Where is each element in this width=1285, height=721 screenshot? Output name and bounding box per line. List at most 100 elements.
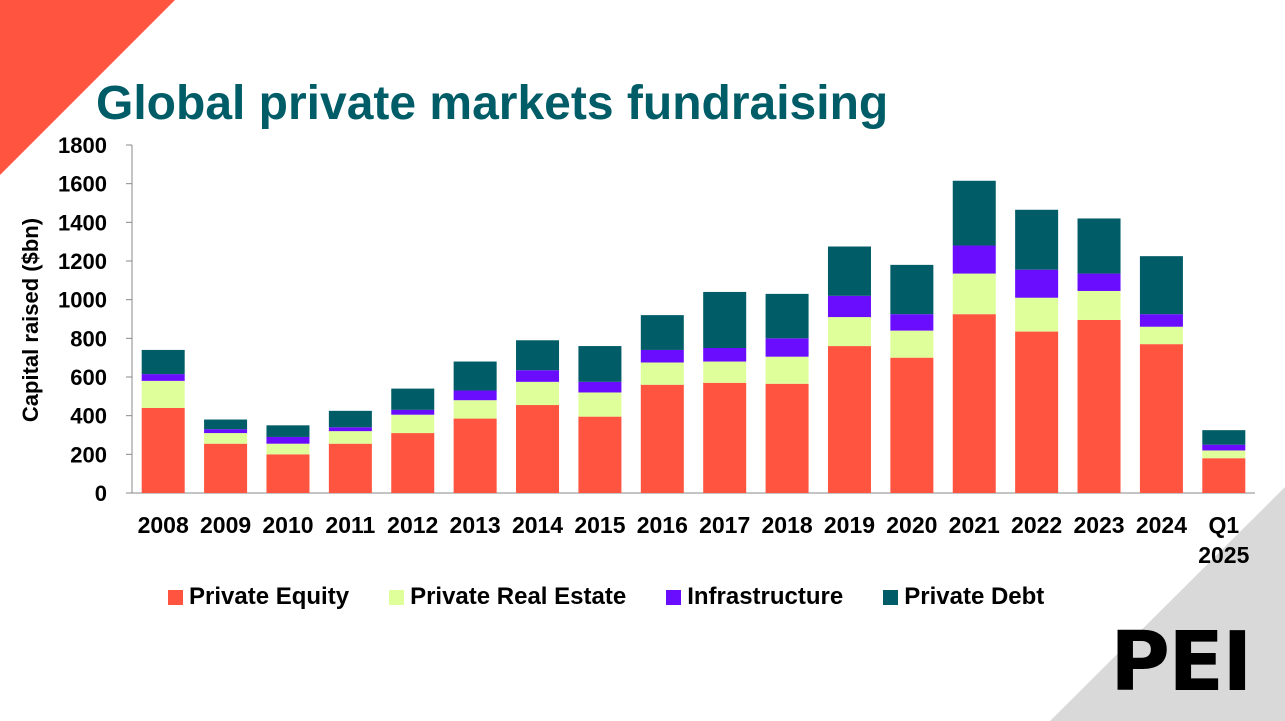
y-tick-label: 1200 xyxy=(58,249,107,274)
bar-private-real-estate xyxy=(890,330,934,358)
bar-private-real-estate xyxy=(391,414,435,434)
x-tick-label: Q1 xyxy=(1208,512,1239,538)
legend-label: Infrastructure xyxy=(687,583,844,610)
bar-private-debt xyxy=(141,349,185,375)
x-tick-label: 2023 xyxy=(1073,512,1124,538)
bar-infrastructure xyxy=(204,429,248,434)
bar-private-debt xyxy=(952,180,996,246)
y-tick-label: 1600 xyxy=(58,172,107,197)
page-title: Global private markets fundraising xyxy=(96,77,889,130)
y-tick-label: 200 xyxy=(70,442,107,467)
legend-label: Private Real Estate xyxy=(410,583,627,610)
bar-private-equity xyxy=(827,346,871,493)
bar-private-real-estate xyxy=(204,433,248,444)
bar-private-real-estate xyxy=(578,392,622,417)
legend-item: Private Real Estate xyxy=(389,583,626,611)
x-tick-label: 2018 xyxy=(761,512,812,538)
legend-swatch xyxy=(666,589,682,605)
x-tick-label: 2011 xyxy=(325,512,375,538)
bar-infrastructure xyxy=(516,370,560,382)
x-tick-label: 2009 xyxy=(200,512,251,538)
legend-swatch xyxy=(168,589,183,605)
y-tick-label: 600 xyxy=(70,365,107,390)
bar-infrastructure xyxy=(328,427,372,432)
bar-private-real-estate xyxy=(1139,326,1183,345)
legend-item: Private Equity xyxy=(168,583,349,611)
y-tick-label: 0 xyxy=(95,481,107,506)
bar-private-equity xyxy=(703,382,747,493)
bar-infrastructure xyxy=(578,381,622,393)
bar-infrastructure xyxy=(1202,444,1246,451)
bar-private-equity xyxy=(328,443,372,493)
bar-private-equity xyxy=(204,443,248,493)
x-tick-label: 2019 xyxy=(824,512,875,538)
bar-private-equity xyxy=(1202,458,1246,493)
y-tick-label: 1400 xyxy=(58,210,107,235)
bar-private-debt xyxy=(453,361,497,391)
legend-swatch xyxy=(389,589,405,605)
bar-private-real-estate xyxy=(952,273,996,315)
bar-private-real-estate xyxy=(266,443,310,455)
legend-item: Infrastructure xyxy=(666,583,843,611)
bar-private-real-estate xyxy=(328,431,372,444)
bar-infrastructure xyxy=(765,338,809,357)
bar-private-real-estate xyxy=(453,400,497,419)
x-tick-label: 2008 xyxy=(138,512,189,538)
bottom-right-grey-triangle xyxy=(1050,487,1285,721)
chart-legend: Private Equity Private Real Estate Infrast… xyxy=(168,583,1044,611)
bar-infrastructure xyxy=(453,390,497,401)
bar-private-debt xyxy=(765,293,809,339)
x-tick-label: 2025 xyxy=(1198,542,1249,568)
bar-private-equity xyxy=(141,407,185,493)
bar-private-debt xyxy=(1015,209,1059,270)
bar-infrastructure xyxy=(827,295,871,318)
bar-infrastructure xyxy=(1015,269,1059,298)
bar-private-debt xyxy=(204,419,248,430)
bar-private-equity xyxy=(391,433,435,493)
x-tick-label: 2016 xyxy=(637,512,688,538)
bar-private-real-estate xyxy=(516,381,560,406)
bar-private-equity xyxy=(453,418,497,493)
x-tick-label: 2013 xyxy=(450,512,501,538)
x-tick-label: 2010 xyxy=(262,512,313,538)
x-tick-label: 2020 xyxy=(886,512,937,538)
bar-private-debt xyxy=(1077,218,1121,274)
bar-private-debt xyxy=(578,346,622,382)
bar-private-equity xyxy=(1077,319,1121,493)
x-tick-label: 2014 xyxy=(512,512,563,538)
bar-private-debt xyxy=(516,340,560,371)
pei-logo: PEI xyxy=(1110,615,1253,710)
bar-private-debt xyxy=(328,410,372,428)
bar-private-equity xyxy=(1015,331,1059,493)
bar-private-real-estate xyxy=(1202,450,1246,459)
bar-private-equity xyxy=(952,314,996,493)
legend-swatch xyxy=(883,589,899,605)
bar-private-equity xyxy=(266,454,310,493)
legend-item: Private Debt xyxy=(883,583,1044,611)
x-tick-label: 2012 xyxy=(387,512,438,538)
bar-private-real-estate xyxy=(765,356,809,384)
y-tick-label: 1000 xyxy=(58,288,107,313)
bar-private-real-estate xyxy=(703,361,747,383)
bar-private-real-estate xyxy=(1077,290,1121,320)
bar-infrastructure xyxy=(141,374,185,381)
bar-private-debt xyxy=(827,246,871,296)
bar-private-debt xyxy=(266,425,310,437)
y-tick-label: 400 xyxy=(70,404,107,429)
bar-infrastructure xyxy=(890,314,934,331)
bar-private-debt xyxy=(640,315,684,350)
bar-infrastructure xyxy=(703,348,747,362)
y-tick-label: 1800 xyxy=(58,133,107,158)
y-tick-label: 800 xyxy=(70,326,107,351)
bar-private-real-estate xyxy=(141,380,185,408)
x-tick-label: 2022 xyxy=(1011,512,1062,538)
bar-private-equity xyxy=(765,383,809,493)
legend-label: Private Debt xyxy=(904,583,1045,610)
y-axis-label: Capital raised ($bn) xyxy=(18,217,43,423)
top-left-accent-triangle xyxy=(0,0,175,175)
bar-private-debt xyxy=(1202,430,1246,445)
bar-private-debt xyxy=(890,264,934,315)
bar-private-equity xyxy=(640,384,684,493)
